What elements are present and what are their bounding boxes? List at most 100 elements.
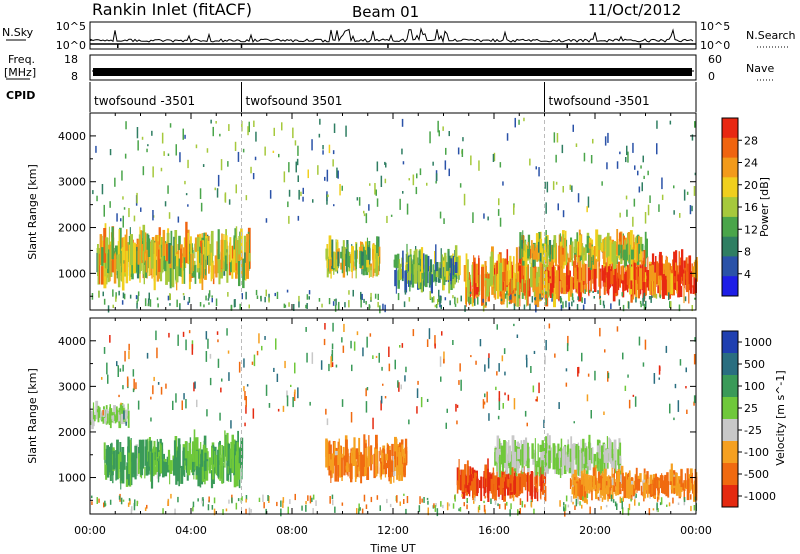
echo-beam — [532, 255, 535, 293]
echo-near-range — [435, 503, 437, 507]
echo-beam — [605, 450, 608, 475]
echo-near-range — [306, 303, 308, 309]
echo-beam — [574, 254, 577, 268]
echo-beam — [175, 457, 178, 485]
echo-speckle — [416, 388, 419, 398]
echo-beam — [235, 467, 239, 484]
echo-beam — [178, 453, 180, 487]
echo-speckle — [513, 323, 515, 327]
echo-beam — [599, 458, 602, 475]
echo-beam — [541, 470, 545, 478]
freq-strip-frame — [89, 54, 697, 81]
echo-beam — [568, 452, 571, 468]
echo-speckle — [356, 331, 359, 336]
echo-near-range — [431, 297, 434, 303]
echo-speckle — [434, 343, 436, 349]
echo-near-range — [136, 500, 138, 507]
echo-beam — [227, 461, 229, 474]
echo-speckle — [513, 398, 516, 410]
power-colorbar-label: Power [dB] — [758, 177, 771, 237]
echo-speckle — [665, 345, 668, 353]
echo-speckle — [659, 366, 661, 371]
echo-speckle — [324, 176, 326, 181]
echo-speckle — [356, 197, 359, 201]
colorbar-cell — [722, 375, 738, 398]
echo-near-range — [483, 500, 485, 504]
echo-beam — [677, 482, 680, 492]
nave-label: Nave — [746, 62, 774, 75]
echo-beam — [616, 229, 619, 256]
echo-beam — [224, 430, 226, 468]
echo-speckle — [326, 194, 328, 205]
colorbar-tick-label: -1000 — [744, 490, 776, 503]
echo-beam — [616, 264, 618, 282]
echo-speckle — [694, 337, 696, 342]
echo-near-range — [584, 298, 586, 304]
echo-near-range — [213, 497, 216, 504]
echo-speckle — [486, 391, 488, 403]
echo-speckle — [235, 184, 237, 194]
echo-speckle — [276, 373, 279, 382]
echo-speckle — [382, 383, 384, 386]
echo-beam — [371, 454, 374, 465]
echo-beam — [572, 456, 574, 472]
echo-beam — [363, 246, 365, 256]
echo-speckle — [137, 140, 139, 151]
echo-beam — [197, 448, 201, 478]
echo-speckle — [230, 420, 232, 429]
echo-speckle — [488, 353, 490, 359]
echo-beam — [474, 472, 477, 496]
echo-beam — [367, 246, 371, 265]
echo-speckle — [116, 361, 118, 367]
echo-beam — [527, 265, 529, 306]
echo-speckle — [317, 165, 319, 175]
echo-beam — [106, 450, 110, 478]
echo-near-range — [374, 293, 377, 299]
echo-beam — [606, 485, 609, 495]
echo-near-range — [256, 295, 259, 299]
echo-beam — [610, 449, 614, 461]
y-tick-label: 1000 — [58, 267, 86, 280]
echo-beam — [682, 483, 684, 491]
echo-near-range — [283, 303, 286, 308]
echo-speckle — [583, 152, 586, 162]
echo-speckle — [101, 184, 104, 195]
echo-beam — [630, 484, 634, 496]
echo-beam — [591, 246, 594, 257]
echo-near-range — [293, 304, 295, 311]
echo-speckle — [412, 174, 415, 186]
nsky-line — [90, 27, 694, 44]
echo-speckle — [499, 217, 502, 227]
echo-beam — [117, 263, 121, 288]
echo-beam — [588, 441, 591, 460]
echo-beam — [353, 437, 356, 461]
echo-speckle — [452, 340, 454, 345]
echo-near-range — [545, 298, 547, 305]
echo-beam — [683, 273, 685, 304]
echo-beam — [602, 476, 606, 493]
echo-beam — [562, 272, 566, 295]
echo-near-range — [332, 499, 334, 506]
echo-beam — [611, 477, 614, 486]
echo-beam — [134, 455, 137, 480]
echo-near-range — [473, 500, 475, 504]
echo-beam — [655, 475, 658, 485]
echo-beam — [569, 244, 572, 263]
echo-beam — [325, 438, 328, 468]
echo-beam — [333, 441, 336, 458]
echo-beam — [589, 268, 592, 280]
echo-near-range — [506, 290, 508, 295]
echo-beam — [115, 406, 118, 423]
echo-beam — [573, 443, 576, 460]
echo-beam — [511, 278, 513, 293]
echo-beam — [597, 484, 599, 494]
echo-beam — [227, 443, 230, 467]
echo-beam — [150, 451, 152, 482]
echo-beam — [471, 264, 473, 286]
echo-beam — [543, 471, 547, 484]
echo-speckle — [661, 194, 664, 200]
echo-near-range — [309, 495, 312, 504]
echo-beam — [118, 407, 121, 415]
echo-beam — [422, 271, 424, 292]
